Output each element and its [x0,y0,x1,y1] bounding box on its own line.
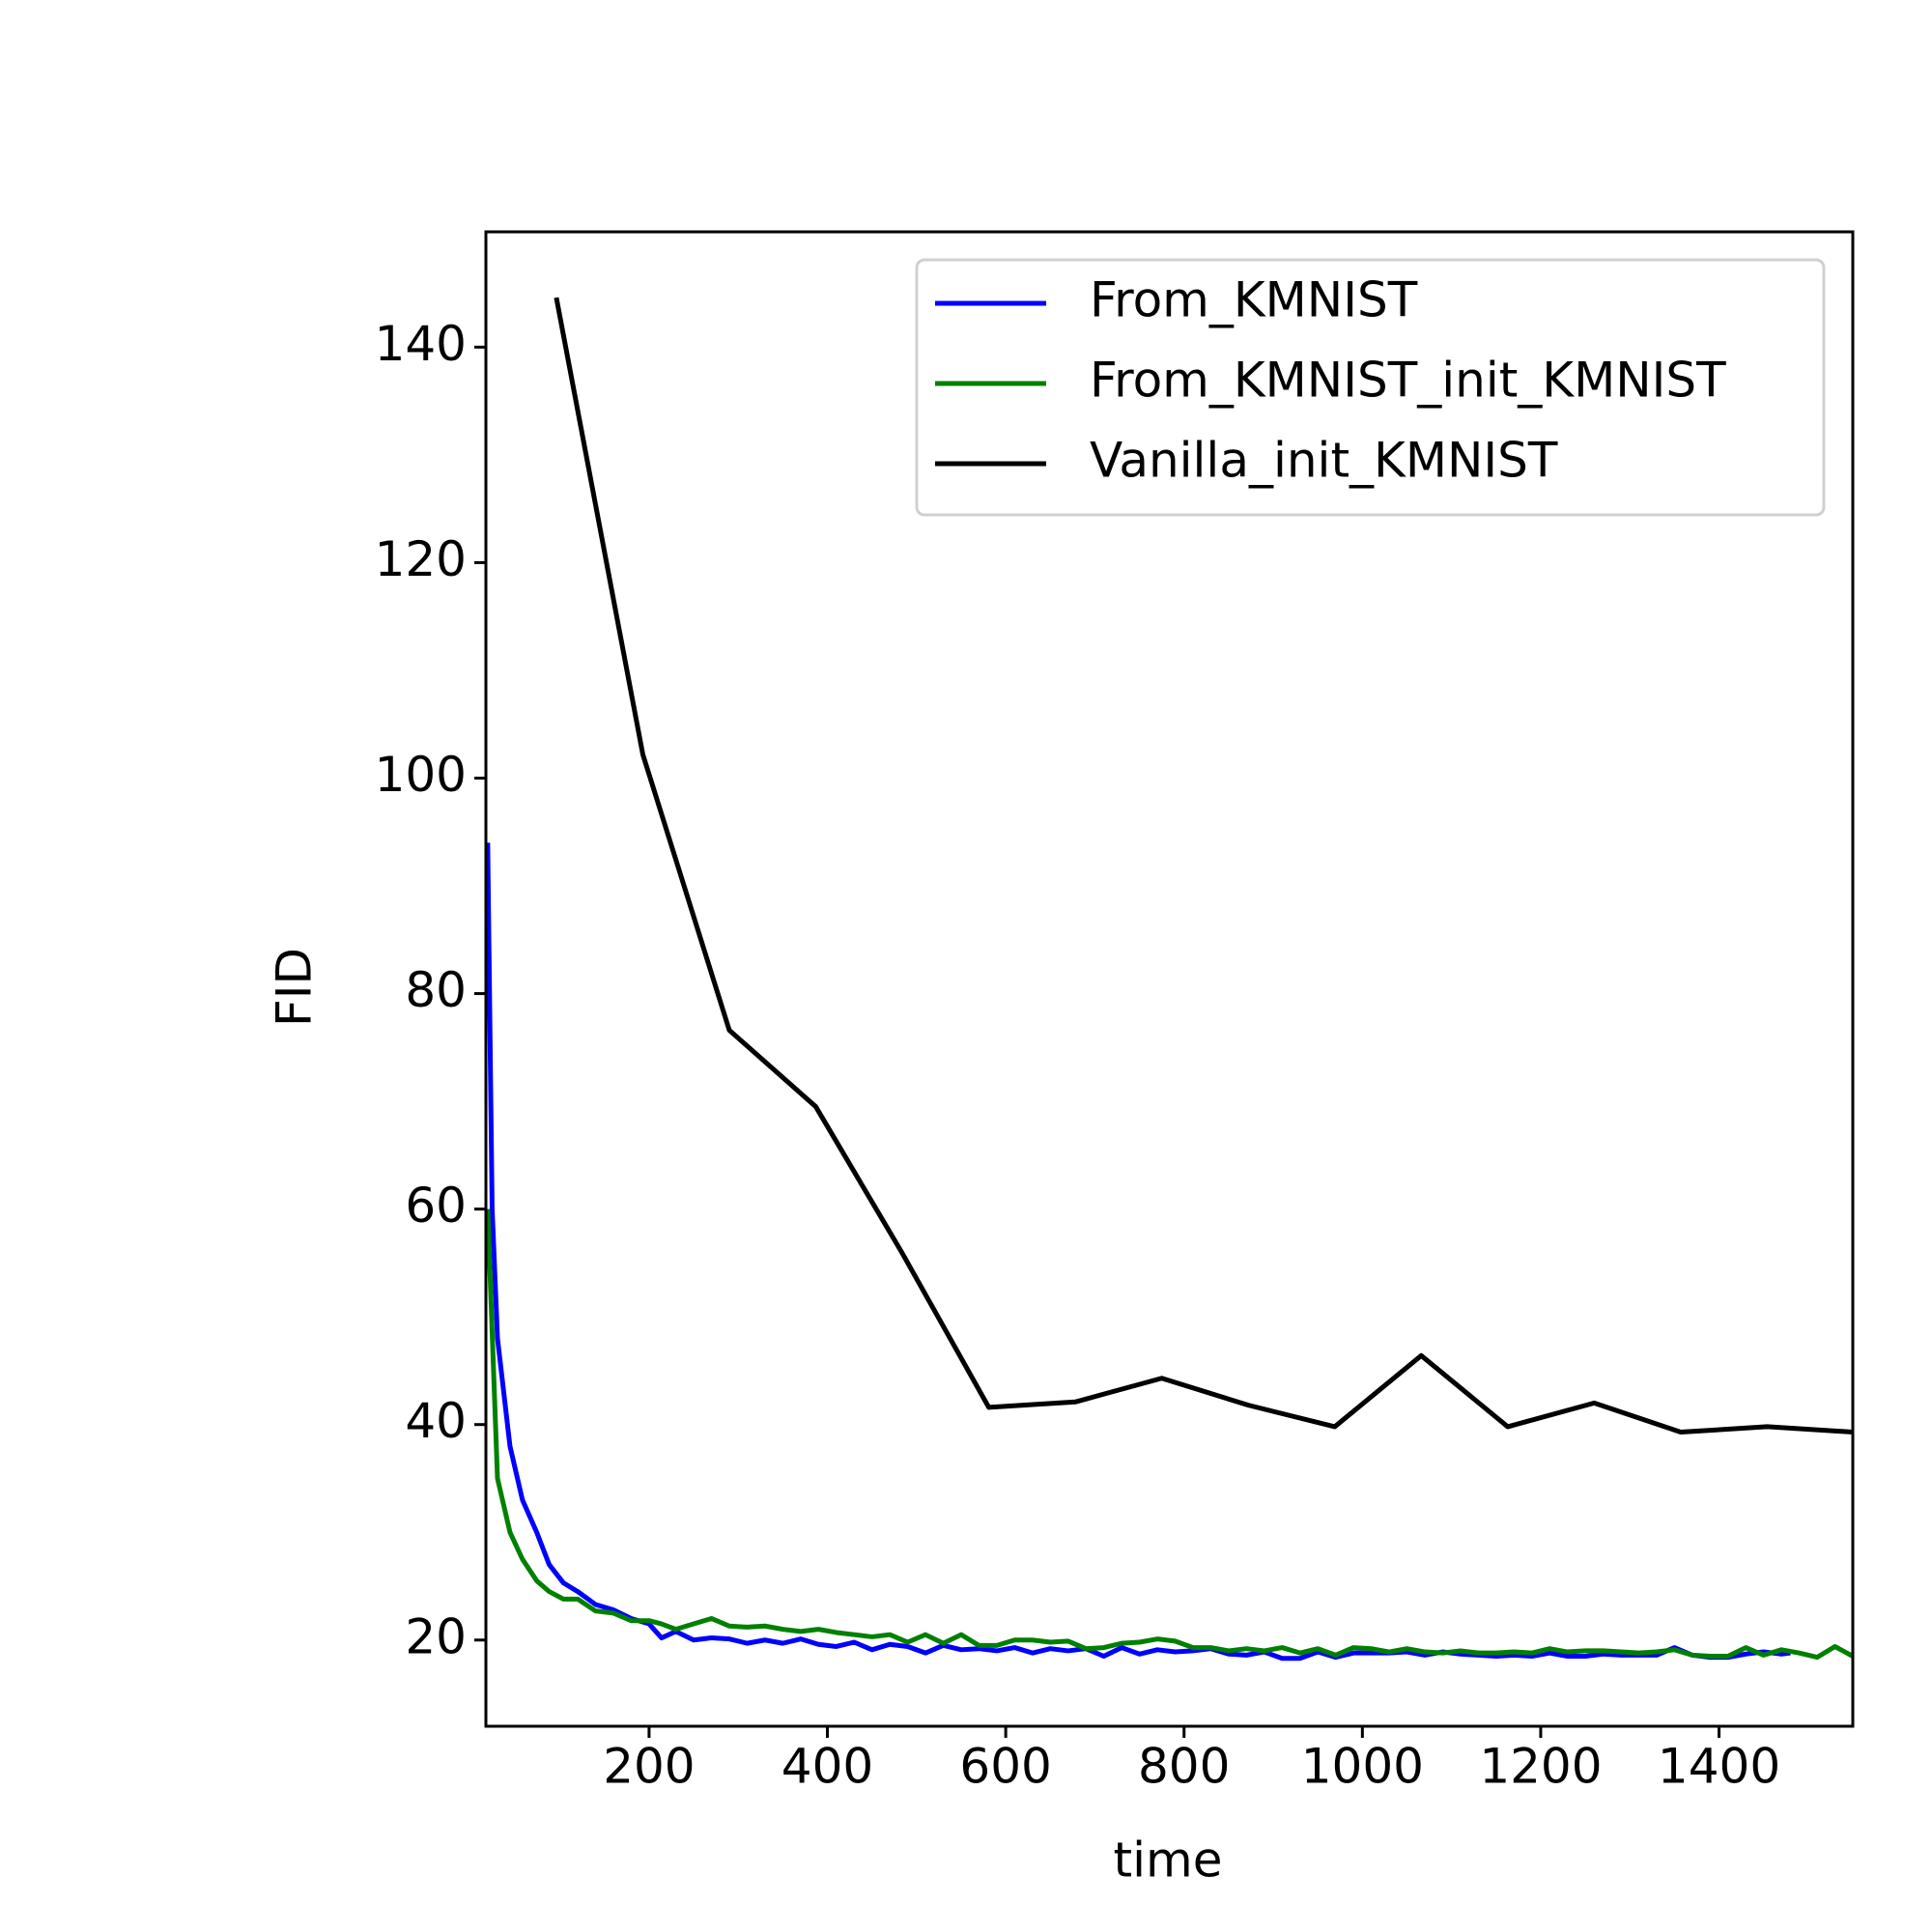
x-tick-label: 400 [781,1739,873,1795]
x-tick-label: 600 [959,1739,1051,1795]
y-tick-label: 100 [375,747,467,803]
series-line [486,1208,1853,1661]
y-axis-label: FID [267,948,323,1027]
x-tick-label: 1400 [1658,1739,1780,1795]
y-tick-label: 60 [405,1178,467,1234]
x-tick-label: 800 [1138,1739,1230,1795]
legend-label: From_KMNIST [1090,272,1418,328]
x-tick-label: 1200 [1479,1739,1602,1795]
series-line [554,297,1853,1435]
legend-label: Vanilla_init_KMNIST [1090,433,1558,489]
x-tick-label: 200 [603,1739,695,1795]
plot-frame [484,230,1855,1728]
y-tick-label: 20 [405,1608,467,1664]
legend-box [915,258,1826,517]
y-tick-label: 80 [405,962,467,1018]
x-axis-label: time [1114,1833,1223,1889]
x-tick-label: 1000 [1301,1739,1424,1795]
legend-label: From_KMNIST_init_KMNIST [1090,353,1726,409]
y-tick-label: 40 [405,1393,467,1449]
plot-area [486,297,1853,1662]
y-tick-label: 140 [375,316,467,372]
series-line [486,842,1791,1662]
y-tick-label: 120 [375,531,467,587]
